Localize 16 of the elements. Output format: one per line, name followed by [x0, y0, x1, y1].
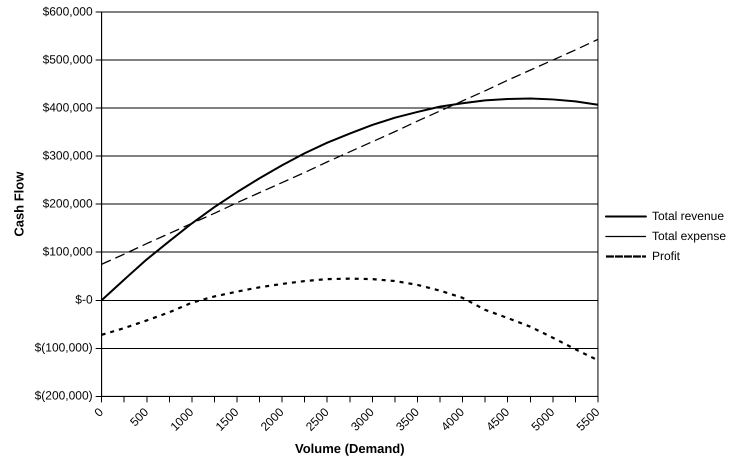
legend-label: Profit — [652, 248, 681, 263]
y-tick-label: $-0 — [75, 292, 93, 307]
x-tick-label: 500 — [127, 404, 152, 430]
y-tick-label: $500,000 — [42, 52, 93, 66]
x-axis-title: Volume (Demand) — [295, 440, 405, 456]
y-tick-label: $100,000 — [42, 244, 93, 259]
y-axis-title: Cash Flow — [11, 170, 26, 237]
legend-label: Total revenue — [652, 208, 724, 223]
legend-label: Total expense — [652, 228, 726, 243]
y-tick-label: $300,000 — [42, 148, 93, 162]
y-tick-label: $(200,000) — [34, 388, 93, 403]
y-tick-label: $600,000 — [42, 4, 93, 18]
y-tick-label: $200,000 — [42, 196, 93, 210]
y-tick-label: $(100,000) — [34, 340, 93, 355]
y-tick-label: $400,000 — [42, 100, 93, 114]
x-tick-label: 0 — [91, 404, 106, 420]
